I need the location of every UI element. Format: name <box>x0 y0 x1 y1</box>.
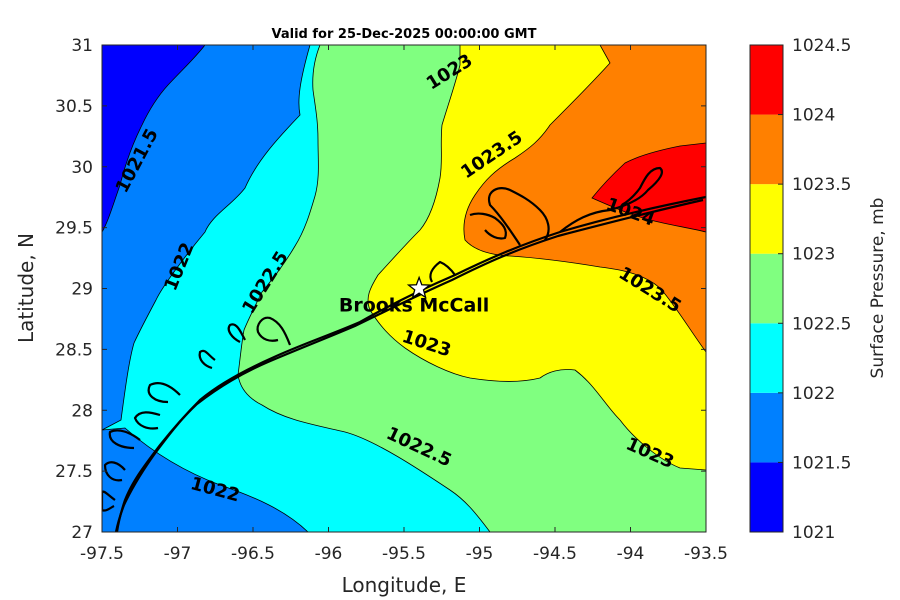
colorbar-swatch <box>750 184 783 254</box>
x-tick-label: -96 <box>315 544 343 564</box>
y-tick-label: 31 <box>71 36 93 56</box>
x-tick-label: -94 <box>617 544 645 564</box>
colorbar: 1021 1021.5 1022 1022.5 1023 1023.5 1024 1024.5 <box>749 36 851 543</box>
colorbar-tick-label: 1022 <box>792 384 835 404</box>
band-1021-5 <box>102 45 311 431</box>
colorbar-swatch <box>750 253 783 324</box>
y-tick-label: 28 <box>71 401 93 421</box>
x-tick-label: -95.5 <box>382 544 426 564</box>
x-tick-label: -95 <box>466 544 494 564</box>
y-tick-label: 29.5 <box>55 219 93 239</box>
colorbar-swatch <box>750 462 783 532</box>
coastline <box>102 166 706 532</box>
colorbar-tick-label: 1022.5 <box>792 314 851 334</box>
x-tick-label: -93.5 <box>684 544 728 564</box>
y-tick-label: 27 <box>71 523 93 543</box>
band-1021 <box>102 45 206 233</box>
colorbar-swatch <box>750 392 783 463</box>
colorbar-tick-label: 1021.5 <box>792 453 851 473</box>
station-label: Brooks McCall <box>339 295 489 317</box>
x-tick-label: -97 <box>164 544 192 564</box>
colorbar-swatch <box>750 45 783 115</box>
band-1024 <box>591 142 706 233</box>
pressure-field <box>102 45 706 532</box>
map-title: Valid for 25-Dec-2025 00:00:00 GMT <box>272 27 537 42</box>
y-tick-label: 29 <box>71 280 93 300</box>
y-tick-label: 28.5 <box>55 340 93 360</box>
x-tick-label: -97.5 <box>80 544 124 564</box>
station-star-icon[interactable] <box>406 275 432 299</box>
colorbar-tick-label: 1023 <box>792 245 835 265</box>
x-tick-label: -96.5 <box>231 544 275 564</box>
y-axis: 27 27.5 28 28.5 29 29.5 30 30.5 31 <box>55 36 706 543</box>
colorbar-frame <box>749 44 784 533</box>
y-axis-label: Latitude, N <box>14 233 38 343</box>
station-marker[interactable]: Brooks McCall <box>339 275 489 317</box>
colorbar-tick-label: 1023.5 <box>792 175 851 195</box>
colorbar-label: Surface Pressure, mb <box>868 198 888 379</box>
y-tick-label: 30.5 <box>55 97 93 117</box>
x-axis-label: Longitude, E <box>342 573 467 597</box>
colorbar-tick-label: 1024 <box>792 106 835 126</box>
colorbar-tick-label: 1021 <box>792 523 835 543</box>
y-tick-label: 27.5 <box>55 462 93 482</box>
colorbar-tick-label: 1024.5 <box>792 36 851 56</box>
band-1023-5 <box>463 45 706 353</box>
x-tick-label: -94.5 <box>533 544 577 564</box>
x-axis: -97.5 -97 -96.5 -96 -95.5 -95 -94.5 -94 -93.5 <box>80 45 728 564</box>
colorbar-swatch <box>750 323 783 393</box>
y-tick-label: 30 <box>71 158 93 178</box>
colorbar-swatch <box>750 114 783 185</box>
